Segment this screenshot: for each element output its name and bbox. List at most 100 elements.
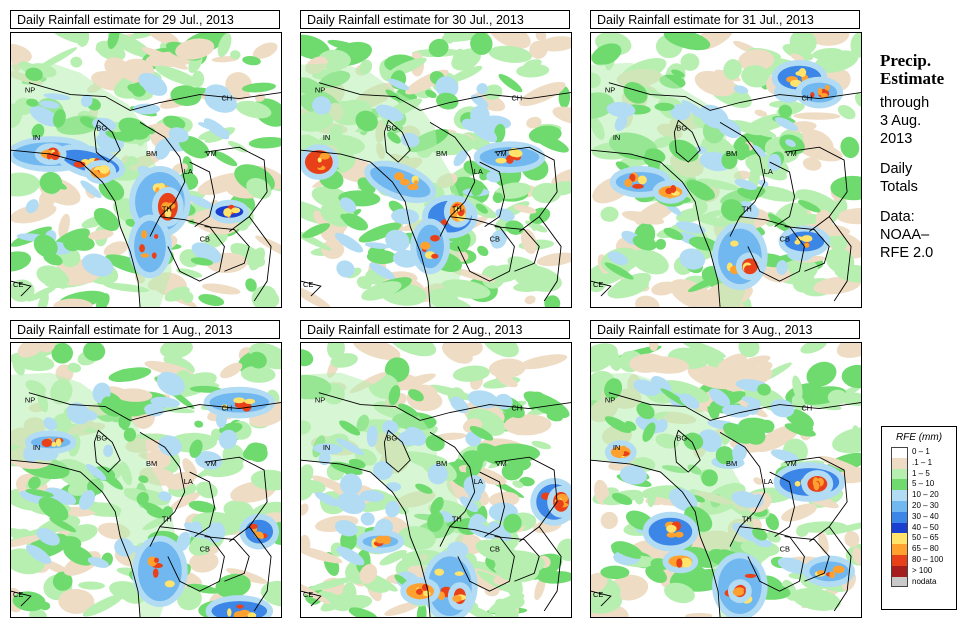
- rainfall-panel-2: Daily Rainfall estimate for 30 Jul., 201…: [300, 10, 572, 308]
- caption-data-1: Data:: [880, 209, 915, 225]
- country-label-np: NP: [605, 86, 615, 95]
- panel-title: Daily Rainfall estimate for 29 Jul., 201…: [10, 10, 280, 29]
- rainfall-panel-3: Daily Rainfall estimate for 31 Jul., 201…: [590, 10, 862, 308]
- country-label-la: LA: [474, 477, 483, 486]
- country-borders: [591, 392, 861, 617]
- country-borders: [301, 392, 571, 617]
- country-label-in: IN: [323, 133, 330, 142]
- legend-swatch: [891, 565, 908, 577]
- country-label-np: NP: [25, 396, 35, 405]
- legend-label: > 100: [912, 565, 933, 575]
- country-label-bg: BG: [386, 123, 397, 132]
- country-label-la: LA: [764, 167, 773, 176]
- legend-swatch: [891, 500, 908, 512]
- country-label-bm: BM: [436, 459, 447, 468]
- country-borders: [11, 392, 281, 617]
- rainfall-map: NP IN BG CH BM VM LA TH CB CE: [10, 32, 282, 308]
- country-label-bg: BG: [386, 433, 397, 442]
- country-label-th: TH: [162, 205, 172, 214]
- legend-label: 80 – 100: [912, 554, 944, 564]
- panel-title: Daily Rainfall estimate for 1 Aug., 2013: [10, 320, 280, 339]
- country-label-th: TH: [452, 515, 462, 524]
- legend-item: 30 – 40: [882, 511, 956, 523]
- legend-swatch: [891, 533, 908, 545]
- panel-title: Daily Rainfall estimate for 31 Jul., 201…: [590, 10, 860, 29]
- legend-item: 20 – 30: [882, 500, 956, 512]
- country-label-np: NP: [315, 86, 325, 95]
- country-label-bg: BG: [676, 123, 687, 132]
- country-label-cb: CB: [490, 234, 500, 243]
- legend-swatch: [891, 511, 908, 523]
- country-label-bm: BM: [146, 459, 157, 468]
- country-label-la: LA: [184, 477, 193, 486]
- country-label-ce: CE: [13, 280, 23, 289]
- caption-heading-2: Estimate: [880, 69, 945, 88]
- rain-field: [591, 33, 861, 307]
- legend-item: 65 – 80: [882, 544, 956, 555]
- country-label-in: IN: [613, 133, 620, 142]
- legend-label: 0 – 1: [912, 447, 930, 456]
- rainfall-map: NP IN BG CH BM VM LA TH CB CE: [10, 342, 282, 618]
- country-label-ce: CE: [593, 280, 603, 289]
- legend-item: 1 – 5: [882, 468, 956, 480]
- panel-title: Daily Rainfall estimate for 2 Aug., 2013: [300, 320, 570, 339]
- country-label-ch: CH: [221, 404, 232, 413]
- country-label-np: NP: [605, 396, 615, 405]
- country-label-th: TH: [742, 205, 752, 214]
- country-label-ch: CH: [221, 94, 232, 103]
- legend-swatch: [891, 576, 908, 588]
- country-label-vm: VM: [206, 149, 217, 158]
- country-label-bg: BG: [96, 433, 107, 442]
- caption-through: through: [880, 95, 930, 111]
- rain-field: [301, 343, 571, 617]
- country-label-np: NP: [315, 396, 325, 405]
- legend-label: nodata: [912, 576, 937, 586]
- country-label-in: IN: [33, 443, 40, 452]
- legend-label: 1 – 5: [912, 468, 930, 478]
- country-label-in: IN: [323, 443, 330, 452]
- legend-item: 80 – 100: [882, 554, 956, 566]
- rain-field: [301, 33, 571, 307]
- legend-swatch: [891, 457, 908, 469]
- rainfall-map: NP IN BG CH BM VM LA TH CB CE: [590, 342, 862, 618]
- legend-item: 50 – 65: [882, 533, 956, 545]
- country-label-vm: VM: [786, 149, 797, 158]
- rainfall-map: NP IN BG CH BM VM LA TH CB CE: [300, 342, 572, 618]
- legend-item: > 100: [882, 565, 956, 577]
- rainfall-panel-6: Daily Rainfall estimate for 3 Aug., 2013…: [590, 320, 862, 618]
- legend-item: 5 – 10: [882, 479, 956, 491]
- country-label-la: LA: [184, 167, 193, 176]
- country-label-in: IN: [613, 443, 620, 452]
- rainfall-panel-1: Daily Rainfall estimate for 29 Jul., 201…: [10, 10, 282, 308]
- country-label-cb: CB: [780, 234, 790, 243]
- legend-label: .1 – 1: [912, 457, 933, 467]
- country-borders: [11, 82, 281, 307]
- legend-item: .1 – 1: [882, 457, 956, 469]
- rainfall-map: NP IN BG CH BM VM LA TH CB CE: [590, 32, 862, 308]
- legend-swatch: [891, 447, 908, 458]
- panel-title: Daily Rainfall estimate for 3 Aug., 2013: [590, 320, 860, 339]
- legend-label: 10 – 20: [912, 490, 939, 500]
- country-label-bg: BG: [96, 123, 107, 132]
- country-label-ce: CE: [303, 590, 313, 599]
- country-label-th: TH: [452, 205, 462, 214]
- country-label-cb: CB: [490, 544, 500, 553]
- country-label-ce: CE: [303, 280, 313, 289]
- country-label-ce: CE: [13, 590, 23, 599]
- legend-item: 40 – 50: [882, 522, 956, 534]
- legend-swatch: [891, 479, 908, 491]
- rainfall-panel-4: Daily Rainfall estimate for 1 Aug., 2013…: [10, 320, 282, 618]
- country-label-ch: CH: [801, 94, 812, 103]
- country-label-ch: CH: [511, 404, 522, 413]
- legend-item: 0 – 1: [882, 447, 956, 458]
- legend-swatch: [891, 468, 908, 480]
- country-label-bm: BM: [436, 149, 447, 158]
- country-label-th: TH: [742, 515, 752, 524]
- country-label-th: TH: [162, 515, 172, 524]
- country-label-ch: CH: [511, 94, 522, 103]
- legend-label: 5 – 10: [912, 479, 935, 489]
- country-label-bg: BG: [676, 433, 687, 442]
- caption-data-2: NOAA–: [880, 227, 930, 243]
- legend-title: RFE (mm): [895, 432, 943, 443]
- legend-label: 20 – 30: [912, 500, 939, 510]
